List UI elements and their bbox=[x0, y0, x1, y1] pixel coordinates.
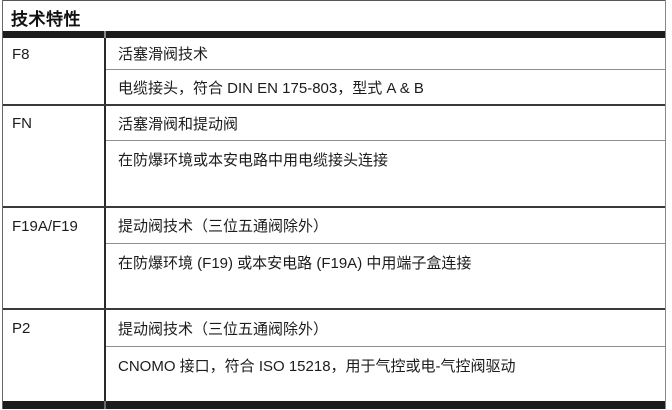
table-group-f8: F8 活塞滑阀技术 电缆接头，符合 DIN EN 175-803，型式 A & … bbox=[3, 38, 665, 104]
table-group-f19a-f19: F19A/F19 提动阀技术（三位五通阀除外） 在防爆环境 (F19) 或本安电… bbox=[3, 206, 665, 308]
group-label: P2 bbox=[12, 320, 31, 337]
feature-cell: CNOMO 接口，符合 ISO 15218，用于气控或电-气控阀驱动 bbox=[118, 358, 516, 375]
feature-cell: 提动阀技术（三位五通阀除外） bbox=[106, 208, 665, 244]
group-label: F8 bbox=[12, 45, 30, 63]
group-label-cell: FN bbox=[3, 106, 106, 206]
table-header-row: 技术特性 bbox=[3, 0, 665, 31]
table-title: 技术特性 bbox=[11, 10, 81, 29]
group-label: FN bbox=[12, 115, 32, 132]
bottom-heavy-rule bbox=[3, 401, 665, 409]
group-feature-rows: 活塞滑阀和提动阀 在防爆环境或本安电路中用电缆接头连接 bbox=[106, 106, 665, 206]
group-label-cell: F19A/F19 bbox=[3, 208, 106, 308]
feature-cell: 提动阀技术（三位五通阀除外） bbox=[106, 310, 665, 347]
group-feature-rows: 活塞滑阀技术 电缆接头，符合 DIN EN 175-803，型式 A & B bbox=[106, 38, 665, 104]
group-label: F19A/F19 bbox=[12, 217, 78, 235]
group-feature-rows: 提动阀技术（三位五通阀除外） 在防爆环境 (F19) 或本安电路 (F19A) … bbox=[106, 208, 665, 308]
group-label-cell: F8 bbox=[3, 38, 106, 104]
feature-cell: 活塞滑阀和提动阀 bbox=[106, 106, 665, 141]
header-heavy-rule bbox=[3, 31, 665, 38]
group-label-cell: P2 bbox=[3, 310, 106, 401]
feature-cell: 活塞滑阀技术 bbox=[106, 38, 665, 70]
group-feature-rows: 提动阀技术（三位五通阀除外） CNOMO 接口，符合 ISO 15218，用于气… bbox=[106, 310, 665, 401]
feature-cell: 在防爆环境或本安电路中用电缆接头连接 bbox=[118, 152, 389, 169]
table-group-fn: FN 活塞滑阀和提动阀 在防爆环境或本安电路中用电缆接头连接 bbox=[3, 104, 665, 206]
feature-cell: 在防爆环境 (F19) 或本安电路 (F19A) 中用端子盒连接 bbox=[118, 255, 472, 272]
feature-cell: 电缆接头，符合 DIN EN 175-803，型式 A & B bbox=[118, 79, 424, 97]
table-group-p2: P2 提动阀技术（三位五通阀除外） CNOMO 接口，符合 ISO 15218，… bbox=[3, 308, 665, 401]
